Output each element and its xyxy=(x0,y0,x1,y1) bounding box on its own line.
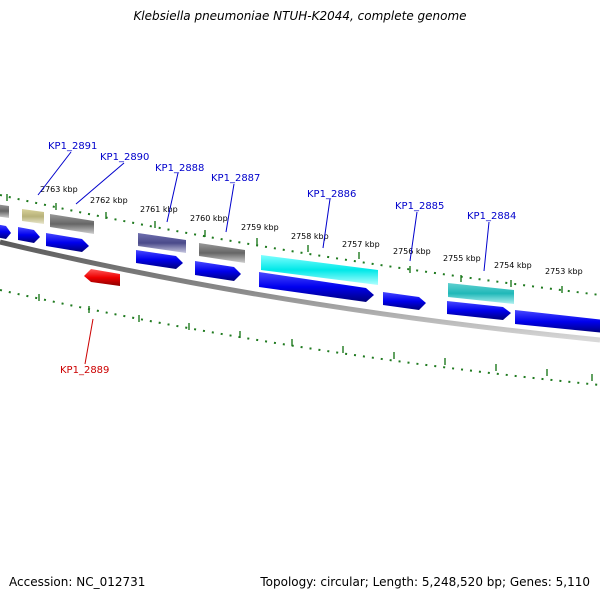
inner-major-ticks xyxy=(38,294,593,381)
scale-label: 2759 kbp xyxy=(241,223,279,232)
gene-label-kp1-2886[interactable]: KP1_2886 xyxy=(307,189,356,200)
grey-feature[interactable] xyxy=(199,243,245,263)
scale-label: 2758 kbp xyxy=(291,232,329,241)
scale-label: 2753 kbp xyxy=(545,267,583,276)
scale-labels: 2763 kbp 2762 kbp 2761 kbp 2760 kbp 2759… xyxy=(40,185,583,276)
forward-gene-arrow[interactable] xyxy=(0,224,11,239)
forward-gene-arrow[interactable] xyxy=(259,272,374,302)
forward-gene-arrow[interactable] xyxy=(515,310,600,333)
gene-label-kp1-2888[interactable]: KP1_2888 xyxy=(155,163,204,174)
forward-gene-arrow[interactable] xyxy=(46,233,89,252)
scale-label: 2760 kbp xyxy=(190,214,228,223)
scale-label: 2761 kbp xyxy=(140,205,178,214)
scale-label: 2754 kbp xyxy=(494,261,532,270)
scale-label: 2762 kbp xyxy=(90,196,128,205)
grey-feature[interactable] xyxy=(0,204,9,218)
gene-label-kp1-2891[interactable]: KP1_2891 xyxy=(48,141,97,152)
scale-label: 2763 kbp xyxy=(40,185,78,194)
outer-tick-track xyxy=(0,194,600,296)
outer-major-ticks xyxy=(6,194,563,293)
reverse-gene-arrow[interactable] xyxy=(84,269,120,286)
gene-label-kp1-2887[interactable]: KP1_2887 xyxy=(211,173,260,184)
scale-label: 2757 kbp xyxy=(342,240,380,249)
forward-gene-arrow[interactable] xyxy=(195,261,241,281)
khaki-feature[interactable] xyxy=(22,209,44,224)
gene-label-kp1-2890[interactable]: KP1_2890 xyxy=(100,152,149,163)
gene-label-kp1-2885[interactable]: KP1_2885 xyxy=(395,201,444,212)
gene-labels: KP1_2891 KP1_2890 KP1_2888 KP1_2887 KP1_… xyxy=(48,141,516,376)
forward-gene-track xyxy=(0,224,600,333)
gene-label-kp1-2889[interactable]: KP1_2889 xyxy=(60,365,109,376)
teal-feature[interactable] xyxy=(448,283,514,304)
label-leaders xyxy=(37,151,490,365)
forward-gene-arrow[interactable] xyxy=(447,301,511,320)
forward-gene-arrow[interactable] xyxy=(18,227,40,243)
cyan-feature[interactable] xyxy=(261,255,378,285)
accession-text: Accession: NC_012731 xyxy=(9,575,146,589)
scale-label: 2755 kbp xyxy=(443,254,481,263)
inner-tick-track xyxy=(0,289,600,386)
grey-feature[interactable] xyxy=(50,214,94,234)
feature-track-outer xyxy=(0,204,514,304)
genome-backbone xyxy=(0,239,600,343)
genome-title: Klebsiella pneumoniae NTUH-K2044, comple… xyxy=(133,9,467,23)
forward-gene-arrow[interactable] xyxy=(383,292,426,310)
genome-summary-text: Topology: circular; Length: 5,248,520 bp… xyxy=(260,575,590,589)
forward-gene-arrow[interactable] xyxy=(136,250,183,269)
slate-feature[interactable] xyxy=(138,233,186,253)
gene-label-kp1-2884[interactable]: KP1_2884 xyxy=(467,211,516,222)
